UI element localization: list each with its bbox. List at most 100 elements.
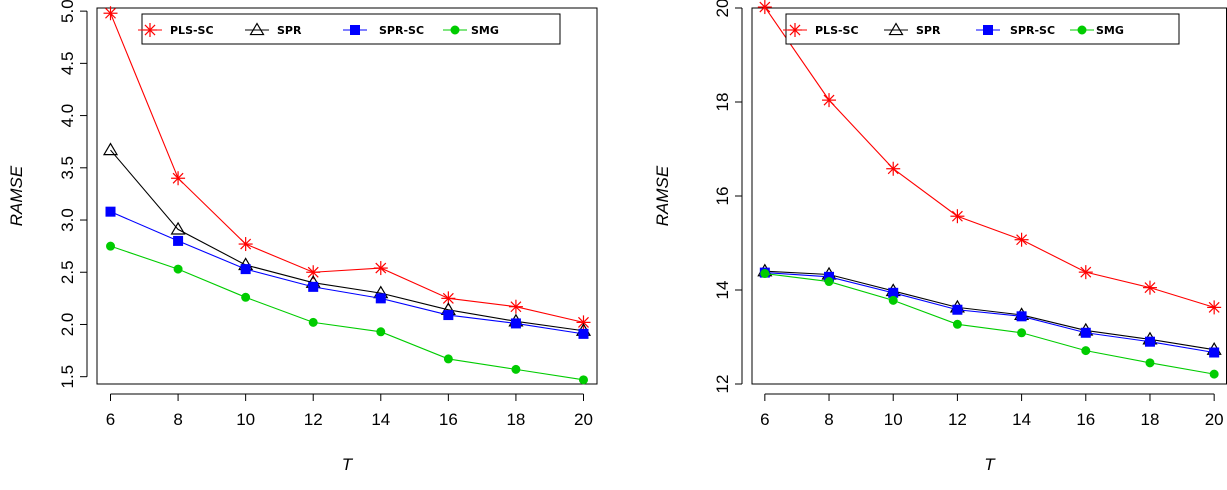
legend-marker	[888, 22, 904, 36]
data-point	[1145, 358, 1155, 368]
legend-marker	[788, 23, 802, 37]
legend: PLS-SC SPR SPR-SC SMG	[138, 13, 561, 45]
legend-item-pls-sc: PLS-SC	[783, 23, 859, 37]
data-point	[105, 206, 116, 217]
y-tick-label: 14	[713, 281, 732, 300]
x-tick-label: 6	[106, 410, 115, 429]
legend-item-pls-sc: PLS-SC	[138, 23, 214, 37]
legend-label: PLS-SC	[815, 24, 859, 37]
x-tick-label: 20	[574, 410, 593, 429]
data-point	[757, 0, 772, 15]
y-axis-title: RAMSE	[653, 165, 672, 226]
x-tick-label: 20	[1205, 410, 1224, 429]
x-tick-label: 18	[506, 410, 525, 429]
series-smg	[106, 241, 588, 385]
y-tick-label: 12	[713, 375, 732, 394]
y-tick-label: 16	[713, 187, 732, 206]
data-point	[576, 315, 591, 330]
series-pls-sc	[103, 6, 591, 330]
data-point	[443, 310, 454, 321]
data-point	[822, 93, 837, 108]
legend-marker	[983, 25, 993, 35]
data-point	[103, 6, 118, 21]
data-point	[952, 304, 963, 315]
data-point	[1207, 300, 1222, 315]
x-tick-label: 10	[236, 410, 255, 429]
series-line	[764, 273, 1215, 375]
series-line	[110, 149, 584, 332]
data-point	[511, 364, 521, 374]
legend-marker	[450, 25, 460, 35]
series-smg	[760, 269, 1219, 379]
data-point	[443, 354, 453, 364]
y-tick-label: 4.5	[58, 52, 77, 76]
data-point	[173, 235, 184, 246]
y-tick-label: 4.0	[58, 104, 77, 128]
y-tick-label: 2.5	[58, 260, 77, 284]
x-tick-label: 14	[371, 410, 390, 429]
data-point	[1081, 346, 1091, 356]
data-point	[952, 319, 962, 329]
series-line	[764, 272, 1215, 354]
series-line	[764, 6, 1215, 308]
x-tick-label: 6	[760, 410, 769, 429]
series-spr-sc	[105, 206, 589, 339]
x-tick-label: 14	[1012, 410, 1031, 429]
data-point	[508, 299, 523, 314]
y-axis-title: RAMSE	[7, 165, 26, 226]
series-spr-sc	[759, 267, 1220, 358]
series-line	[110, 211, 584, 335]
x-tick-label: 10	[884, 410, 903, 429]
data-point	[1142, 280, 1157, 295]
data-point	[1017, 328, 1027, 338]
legend-item-spr-sc: SPR-SC	[976, 24, 1055, 37]
y-tick-label: 5.0	[58, 0, 77, 23]
legend-label: SPR	[277, 24, 302, 37]
data-point	[106, 241, 116, 251]
data-point	[510, 318, 521, 329]
plot-frame	[96, 7, 598, 385]
x-axis-title: T	[342, 455, 354, 474]
data-point	[308, 281, 319, 292]
y-tick-label: 2.0	[58, 313, 77, 337]
y-tick-label: 3.0	[58, 208, 77, 232]
data-point	[238, 237, 253, 252]
legend-box	[785, 13, 1180, 45]
x-tick-label: 8	[824, 410, 833, 429]
data-point	[170, 221, 186, 235]
data-point	[1144, 336, 1155, 347]
y-tick-label: 1.5	[58, 365, 77, 389]
data-point	[888, 295, 898, 305]
legend: PLS-SC SPR SPR-SC SMG	[783, 13, 1180, 45]
x-tick-label: 12	[304, 410, 323, 429]
data-point	[886, 161, 901, 176]
legend-label: SMG	[471, 24, 499, 37]
data-point	[1078, 265, 1093, 280]
data-point	[1209, 347, 1220, 358]
x-tick-label: 12	[948, 410, 967, 429]
data-point	[173, 264, 183, 274]
chart-2: 6 8 10 12 14 16 18 20 12 14 16 18 20 T RAMSE PLS-SC SPR S…	[653, 0, 1227, 474]
legend-marker	[350, 25, 360, 35]
chart-1: 6 8 10 12 14 16 18 20 1.5 2.0 2.5 3.0 3.5 4.0 4.5 5.0 T R…	[7, 0, 598, 474]
legend-marker	[1077, 25, 1087, 35]
data-point	[1080, 327, 1091, 338]
y-tick-label: 20	[713, 0, 732, 17]
y-tick-label: 18	[713, 93, 732, 112]
data-point	[1016, 311, 1027, 322]
series-pls-sc	[757, 0, 1222, 315]
data-point	[760, 269, 770, 279]
data-point	[1209, 369, 1219, 379]
data-point	[375, 293, 386, 304]
legend-item-spr: SPR	[884, 22, 941, 37]
data-point	[373, 261, 388, 276]
legend-marker	[249, 22, 265, 36]
plot-frame	[751, 7, 1227, 385]
x-tick-label: 16	[1076, 410, 1095, 429]
data-point	[578, 375, 588, 385]
legend-label: SMG	[1096, 24, 1124, 37]
data-point	[1014, 232, 1029, 247]
data-point	[578, 328, 589, 339]
legend-label: SPR-SC	[1010, 24, 1055, 37]
